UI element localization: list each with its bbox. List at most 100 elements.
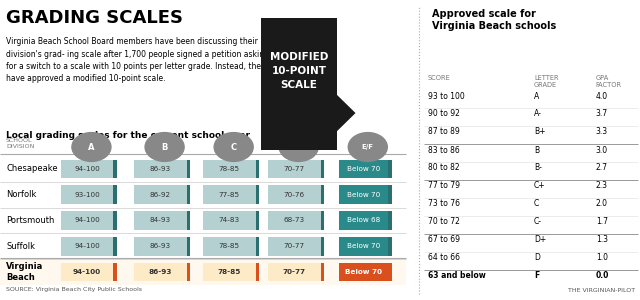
- Text: 73 to 76: 73 to 76: [428, 200, 460, 208]
- Text: Below 68: Below 68: [347, 218, 380, 224]
- Text: Below 70: Below 70: [347, 192, 380, 198]
- Text: 70 to 72: 70 to 72: [428, 218, 460, 226]
- Text: B+: B+: [534, 128, 545, 136]
- Text: 2.3: 2.3: [596, 182, 608, 190]
- FancyBboxPatch shape: [321, 185, 324, 204]
- Text: C: C: [230, 142, 237, 152]
- Text: B: B: [534, 146, 539, 154]
- Text: 0.0: 0.0: [596, 272, 609, 280]
- Text: 86-93: 86-93: [150, 243, 171, 249]
- FancyBboxPatch shape: [186, 237, 190, 256]
- Text: Approved scale for
Virginia Beach schools: Approved scale for Virginia Beach school…: [433, 9, 557, 32]
- Text: MODIFIED
10-POINT
SCALE: MODIFIED 10-POINT SCALE: [269, 52, 328, 90]
- Text: 1.3: 1.3: [596, 236, 608, 244]
- FancyBboxPatch shape: [0, 259, 406, 285]
- FancyBboxPatch shape: [268, 160, 321, 178]
- Text: Portsmouth: Portsmouth: [6, 216, 54, 225]
- FancyBboxPatch shape: [113, 237, 117, 256]
- FancyBboxPatch shape: [255, 160, 259, 178]
- FancyBboxPatch shape: [203, 185, 255, 204]
- Text: 78-85: 78-85: [218, 269, 241, 275]
- Text: B: B: [161, 142, 168, 152]
- Circle shape: [214, 133, 253, 161]
- FancyBboxPatch shape: [134, 263, 186, 281]
- FancyBboxPatch shape: [61, 185, 113, 204]
- FancyBboxPatch shape: [186, 263, 190, 281]
- Text: E/F: E/F: [362, 144, 374, 150]
- Text: C: C: [534, 200, 540, 208]
- Text: A: A: [88, 142, 95, 152]
- Text: 94-100: 94-100: [73, 269, 101, 275]
- FancyBboxPatch shape: [113, 211, 117, 230]
- Text: 70-76: 70-76: [284, 192, 305, 198]
- Text: 94-100: 94-100: [74, 218, 100, 224]
- Text: D+: D+: [534, 236, 547, 244]
- FancyBboxPatch shape: [321, 160, 324, 178]
- Text: 94-100: 94-100: [74, 243, 100, 249]
- Text: 77-85: 77-85: [219, 192, 240, 198]
- Text: 78-85: 78-85: [219, 166, 240, 172]
- FancyBboxPatch shape: [255, 263, 259, 281]
- Text: 86-93: 86-93: [148, 269, 172, 275]
- Text: Norfolk: Norfolk: [6, 190, 36, 199]
- Text: D: D: [534, 254, 540, 262]
- Text: 90 to 92: 90 to 92: [428, 110, 460, 118]
- Text: 67 to 69: 67 to 69: [428, 236, 460, 244]
- Text: 87 to 89: 87 to 89: [428, 128, 460, 136]
- Text: 78-85: 78-85: [219, 243, 240, 249]
- Text: 70-77: 70-77: [284, 166, 305, 172]
- Text: 1.0: 1.0: [596, 254, 608, 262]
- Text: THE VIRGINIAN-PILOT: THE VIRGINIAN-PILOT: [568, 287, 636, 292]
- FancyBboxPatch shape: [113, 160, 117, 178]
- FancyBboxPatch shape: [61, 237, 113, 256]
- FancyBboxPatch shape: [321, 263, 324, 281]
- Circle shape: [348, 133, 387, 161]
- FancyBboxPatch shape: [255, 237, 259, 256]
- Text: GPA
FACTOR: GPA FACTOR: [596, 75, 622, 88]
- Text: 70-77: 70-77: [283, 269, 306, 275]
- FancyBboxPatch shape: [203, 237, 255, 256]
- FancyBboxPatch shape: [61, 211, 113, 230]
- FancyBboxPatch shape: [388, 211, 392, 230]
- Text: 3.3: 3.3: [596, 128, 608, 136]
- Text: 93 to 100: 93 to 100: [428, 92, 465, 100]
- Text: C+: C+: [534, 182, 546, 190]
- FancyBboxPatch shape: [186, 185, 190, 204]
- FancyBboxPatch shape: [388, 160, 392, 178]
- Text: 2.7: 2.7: [596, 164, 608, 172]
- Text: Virginia Beach School Board members have been discussing their
division's grad- : Virginia Beach School Board members have…: [6, 38, 269, 83]
- FancyBboxPatch shape: [255, 211, 259, 230]
- Text: 74-83: 74-83: [219, 218, 240, 224]
- Circle shape: [145, 133, 184, 161]
- Text: 84-93: 84-93: [150, 218, 171, 224]
- FancyBboxPatch shape: [113, 263, 117, 281]
- FancyBboxPatch shape: [268, 237, 321, 256]
- Circle shape: [72, 133, 111, 161]
- Circle shape: [279, 133, 318, 161]
- Text: 70-77: 70-77: [284, 243, 305, 249]
- FancyBboxPatch shape: [388, 263, 392, 281]
- FancyBboxPatch shape: [339, 160, 388, 178]
- FancyBboxPatch shape: [261, 18, 337, 150]
- FancyBboxPatch shape: [321, 237, 324, 256]
- FancyBboxPatch shape: [203, 211, 255, 230]
- FancyBboxPatch shape: [255, 185, 259, 204]
- Text: LETTER
GRADE: LETTER GRADE: [534, 75, 559, 88]
- FancyBboxPatch shape: [134, 237, 186, 256]
- Text: D: D: [295, 142, 302, 152]
- Text: 93-100: 93-100: [74, 192, 100, 198]
- FancyBboxPatch shape: [339, 237, 388, 256]
- FancyBboxPatch shape: [268, 263, 321, 281]
- FancyBboxPatch shape: [388, 237, 392, 256]
- FancyBboxPatch shape: [134, 160, 186, 178]
- Text: F: F: [534, 272, 540, 280]
- FancyBboxPatch shape: [113, 185, 117, 204]
- Text: 86-92: 86-92: [150, 192, 171, 198]
- FancyBboxPatch shape: [268, 211, 321, 230]
- FancyArrow shape: [337, 94, 356, 131]
- Text: SCORE: SCORE: [428, 75, 451, 81]
- Text: A: A: [534, 92, 540, 100]
- Text: 4.0: 4.0: [596, 92, 608, 100]
- FancyBboxPatch shape: [321, 211, 324, 230]
- FancyBboxPatch shape: [339, 185, 388, 204]
